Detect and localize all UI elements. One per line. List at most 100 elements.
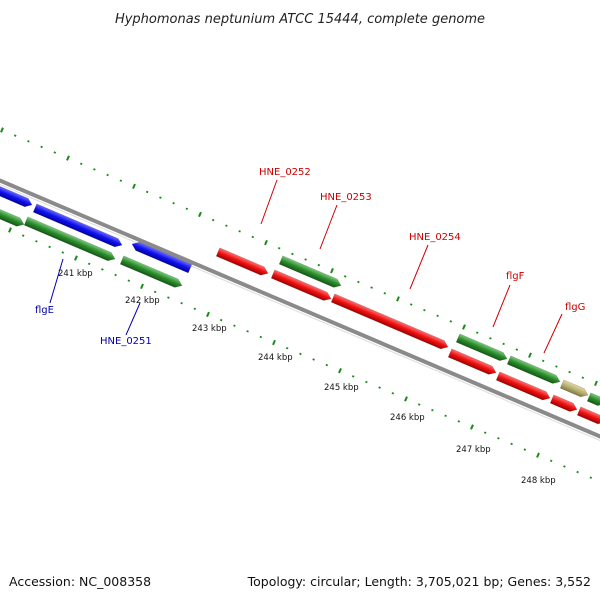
gene-arrow-khaki [559,379,589,398]
outer-scale-mark [225,224,228,227]
inner-scale-mark [246,330,249,333]
backbone-line-inner [0,183,600,442]
inner-scale-mark [510,442,513,446]
gene-arrow-blue [32,203,123,248]
gene-label-flgg: flgG [543,302,585,354]
inner-scale-mark [457,420,461,423]
inner-scale-mark [444,414,447,418]
inner-scale-mark [8,227,12,233]
outer-scale-mark [132,183,136,189]
outer-scale-mark [13,134,17,137]
inner-scale-mark [153,290,157,294]
gene-arrow-red [495,371,551,401]
leader-line [543,313,563,354]
outer-scale-mark [27,140,30,143]
inner-scale-mark [378,386,381,389]
topology-text: Topology: circular; Length: 3,705,021 bp… [247,574,591,589]
outer-scale-mark [291,252,294,256]
outer-scale-mark [40,145,43,149]
inner-scale-mark [180,301,183,305]
inner-scale-mark [61,251,65,254]
outer-scale-mark [93,168,96,171]
gene-arrow-green [586,392,600,406]
inner-scale-mark [523,448,527,451]
gene-arrow-red [270,269,332,301]
inner-scale-mark [299,352,302,356]
outer-scale-mark [106,173,109,177]
gene-arrow-blue [131,241,193,274]
outer-scale-mark [357,280,360,284]
tick-label: 241 kbp [58,269,93,279]
gene-arrow-green [0,205,25,227]
leader-line [260,179,278,225]
inner-scale-mark [404,396,408,402]
outer-scale-mark [211,218,215,222]
inner-scale-mark [114,273,117,277]
outer-scale-mark [172,201,175,205]
inner-scale-mark [536,452,540,458]
inner-scale-mark [549,459,553,463]
inner-scale-mark [87,262,91,266]
inner-scale-mark [365,380,368,384]
outer-scale-mark [409,303,413,306]
gene-label-text: HNE_0254 [409,232,461,243]
outer-scale-mark [185,207,189,211]
outer-scale-mark [145,190,149,194]
gene-arrow-green [455,333,508,361]
outer-scale-mark [304,258,307,261]
outer-scale-mark [594,380,598,386]
outer-scale-mark [541,359,545,363]
inner-scale-mark [74,255,78,261]
gene-arrow-green [278,255,342,288]
inner-scale-mark [563,465,566,468]
gene-label-hne-0252: HNE_0252 [259,167,311,225]
inner-scale-mark [101,268,104,271]
outer-scale-mark [198,211,202,218]
outer-scale-mark [555,365,558,368]
outer-scale-mark [436,314,439,318]
gene-label-text: HNE_0252 [259,167,311,178]
outer-scale-mark [370,286,373,289]
inner-scale-mark [325,363,329,367]
dotted-scale-lines [0,127,598,479]
leader-line [125,302,141,336]
gene-arrow-green [506,355,561,384]
outer-scale-mark [528,352,532,358]
outer-scale-mark [475,331,479,334]
gene-label-text: flgE [35,305,54,316]
inner-scale-mark [48,245,51,249]
outer-scale-mark [343,275,347,278]
inner-scale-mark [312,358,315,361]
inner-scale-mark [351,375,355,378]
outer-scale-mark [238,230,241,233]
inner-scale-mark [417,403,421,406]
gene-label-text: flgG [565,302,585,313]
gene-arrow-red [576,406,600,425]
outer-scale-mark [568,370,571,374]
tick-label: 242 kbp [125,296,160,306]
gene-label-hne-0254: HNE_0254 [409,232,461,290]
inner-scale-mark [35,240,38,243]
gene-arrow-blue [0,182,33,207]
tick-label: 245 kbp [324,383,359,393]
gene-label-text: HNE_0251 [100,336,152,347]
inner-scale-mark [193,307,197,311]
gene-arrow-red [447,348,497,375]
outer-scale-mark [66,155,70,161]
outer-scale-mark [53,151,57,154]
inner-scale-mark [233,324,236,327]
genome-track: 241 kbp 242 kbp 243 kbp 244 kbp 245 kbp 246 k… [0,127,600,486]
gene-arrow-red [215,247,269,276]
gene-label-flge: flgE [35,258,64,316]
gene-label-text: HNE_0253 [320,192,372,203]
backbone-line-outer [0,178,600,439]
inner-scale-mark [285,346,289,350]
outer-scale-mark [489,337,492,340]
outer-scale-mark [423,308,426,312]
tick-label: 246 kbp [390,413,425,423]
inner-scale-mark [167,296,170,299]
outer-scale-mark [79,162,83,166]
inner-scale-mark [483,431,487,434]
inner-scale-mark [431,408,434,412]
